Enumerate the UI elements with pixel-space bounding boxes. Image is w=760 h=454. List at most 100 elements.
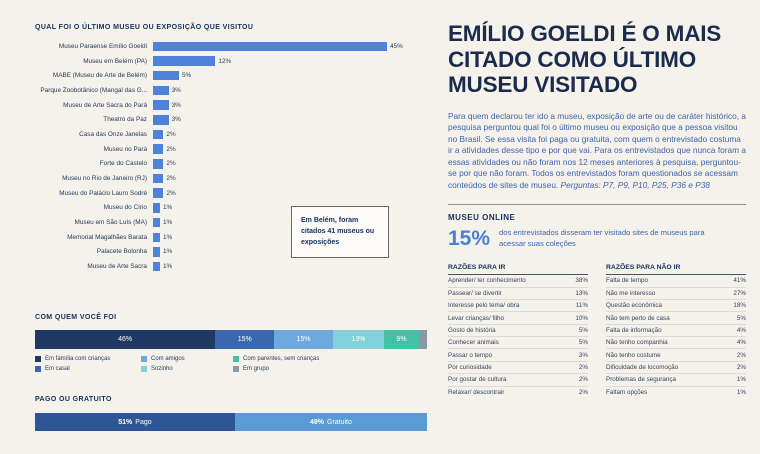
museum-bar[interactable] — [153, 144, 164, 154]
reason-row: Dificuldade de locomoção 2% — [606, 362, 746, 375]
museum-bar-value: 3% — [171, 101, 181, 109]
reason-label: Falta de informação — [606, 326, 662, 334]
legend-label: Com parentes, sem crianças — [243, 356, 320, 362]
museum-bar-label: Museu no Rio de Janeiro (RJ) — [62, 175, 147, 183]
museum-bar-row: Museu do Círio 1% — [35, 201, 427, 216]
stacked-bar-segment[interactable]: 15% — [215, 330, 275, 349]
reason-row: Falta de informação 4% — [606, 325, 746, 338]
stacked-bar-segment[interactable]: 46% — [35, 330, 216, 349]
museum-bar[interactable] — [153, 115, 169, 125]
reason-label: Por curiosidade — [448, 364, 492, 372]
museum-bar-value: 3% — [171, 86, 181, 94]
reason-value: 18% — [733, 302, 746, 310]
museum-bar-value: 1% — [163, 219, 173, 227]
museu-online-text: dos entrevistados disseram ter visitado … — [499, 227, 705, 248]
reason-value: 4% — [736, 326, 746, 334]
museum-bar[interactable] — [153, 100, 169, 110]
museum-bar[interactable] — [153, 70, 179, 81]
reason-value: 38% — [575, 277, 588, 285]
legend-label: Em família com crianças — [45, 356, 111, 362]
stacked-bar-segment[interactable]: 51% Pago — [35, 413, 235, 431]
museu-online-stat: 15% — [448, 226, 491, 250]
museum-bar-row: Parque Zoobotânico (Mangal das G... 3% — [35, 83, 427, 98]
reason-row: Passear/ se divertir 13% — [448, 288, 588, 300]
reason-label: Passear/ se divertir — [448, 289, 502, 297]
museum-bar-label: Memorial Magalhães Barata — [67, 233, 147, 241]
museum-bar[interactable] — [153, 203, 160, 213]
companion-chart-section: COM QUEM VOCÊ FOI 46% 15% 15% 13% 9% Em famí… — [35, 314, 427, 372]
museum-bar-track: 2% — [153, 129, 427, 140]
segment-value-label: 46% — [118, 336, 133, 343]
museum-bar[interactable] — [153, 85, 169, 96]
stacked-bar-segment[interactable] — [419, 330, 427, 349]
museum-bar-label: Casa das Onze Janelas — [79, 130, 147, 138]
charts-column: QUAL FOI O ÚLTIMO MUSEU OU EXPOSIÇÃO QUE… — [35, 0, 427, 454]
museum-bar-track: 1% — [153, 232, 427, 243]
page-title: EMÍLIO GOELDI É O MAIS CITADO COMO ÚLTIM… — [448, 21, 722, 98]
reason-label: Gosto de história — [448, 326, 496, 334]
companion-legend: Em família com crianças Com amigos Com par… — [35, 356, 427, 372]
stacked-bar-segment[interactable]: 49% Gratuito — [234, 413, 427, 431]
reason-value: 3% — [578, 351, 588, 359]
legend-swatch — [35, 366, 41, 372]
paid-chart-title: PAGO OU GRATUITO — [35, 396, 112, 403]
museum-bar-value: 1% — [163, 233, 173, 241]
legend-item: Com parentes, sem crianças — [233, 356, 403, 362]
legend-label: Em grupo — [243, 366, 270, 372]
reasons-not-to-go-rows: Falta de tempo 41% Não me interesso 27% Ques… — [606, 275, 746, 398]
legend-swatch — [141, 356, 147, 362]
reason-value: 1% — [736, 376, 746, 384]
museum-bar[interactable] — [153, 188, 164, 198]
legend-item: Em casal — [35, 366, 141, 372]
museum-bar-row: Museu de Arte Sacra do Pará 3% — [35, 98, 427, 113]
reason-value: 11% — [575, 302, 588, 310]
museum-bar-label: Forte do Castelo — [99, 160, 147, 168]
stacked-bar-segment[interactable]: 9% — [383, 330, 420, 349]
reason-value: 10% — [575, 314, 588, 322]
legend-swatch — [35, 356, 41, 362]
reason-row: Interesse pelo tema/ obra 11% — [448, 300, 588, 313]
reason-label: Não me interesso — [606, 289, 656, 297]
museum-bar[interactable] — [153, 56, 216, 66]
text-column: EMÍLIO GOELDI É O MAIS CITADO COMO ÚLTIM… — [448, 0, 746, 398]
legend-label: Com amigos — [151, 356, 185, 362]
museum-bar[interactable] — [153, 159, 164, 169]
reason-value: 5% — [578, 326, 588, 334]
museum-bar-row: Museu de Arte Sacra 1% — [35, 259, 427, 274]
reason-label: Não tenho companhia — [606, 339, 668, 347]
museum-bar-row: Palacete Bolonha 1% — [35, 245, 427, 260]
museum-bar[interactable] — [153, 217, 160, 228]
segment-value-label: 51% — [118, 418, 133, 426]
museum-bar[interactable] — [153, 261, 160, 272]
museum-chart-title: QUAL FOI O ÚLTIMO MUSEU OU EXPOSIÇÃO QUE… — [35, 24, 254, 31]
museum-bar-label: Museu do Círio — [103, 204, 147, 212]
museum-bar-track: 2% — [153, 159, 427, 169]
museum-bar-value: 1% — [163, 248, 173, 256]
museum-bar[interactable] — [153, 232, 160, 243]
reason-row: Relaxar/ descontrair 2% — [448, 387, 588, 398]
museum-bar-label: Museu de Arte Sacra — [87, 263, 147, 271]
museum-bar-track: 3% — [153, 85, 427, 96]
legend-swatch — [233, 366, 239, 372]
museum-bar-value: 1% — [163, 204, 173, 212]
museum-bar[interactable] — [153, 129, 164, 140]
museum-bar-value: 45% — [390, 42, 403, 50]
segment-value-label: 15% — [237, 336, 252, 343]
legend-label: Em casal — [45, 366, 70, 372]
reason-value: 13% — [575, 289, 588, 297]
reason-label: Dificuldade de locomoção — [606, 364, 679, 372]
museum-bar[interactable] — [153, 173, 164, 184]
reason-row: Não tem perto de casa 5% — [606, 312, 746, 325]
stacked-bar-segment[interactable]: 15% — [274, 330, 333, 349]
museum-bar[interactable] — [153, 41, 387, 52]
museum-bar-track: 1% — [153, 203, 427, 213]
museum-bar[interactable] — [153, 247, 160, 257]
reason-row: Problemas de segurança 1% — [606, 374, 746, 387]
museum-chart-section: QUAL FOI O ÚLTIMO MUSEU OU EXPOSIÇÃO QUE… — [35, 24, 427, 274]
reason-row: Não tenho companhia 4% — [606, 337, 746, 350]
museum-bar-row: Casa das Onze Janelas 2% — [35, 127, 427, 142]
museum-bar-track: 12% — [153, 56, 427, 66]
reason-row: Conhecer animais 5% — [448, 337, 588, 350]
stacked-bar-segment[interactable]: 13% — [332, 330, 384, 349]
